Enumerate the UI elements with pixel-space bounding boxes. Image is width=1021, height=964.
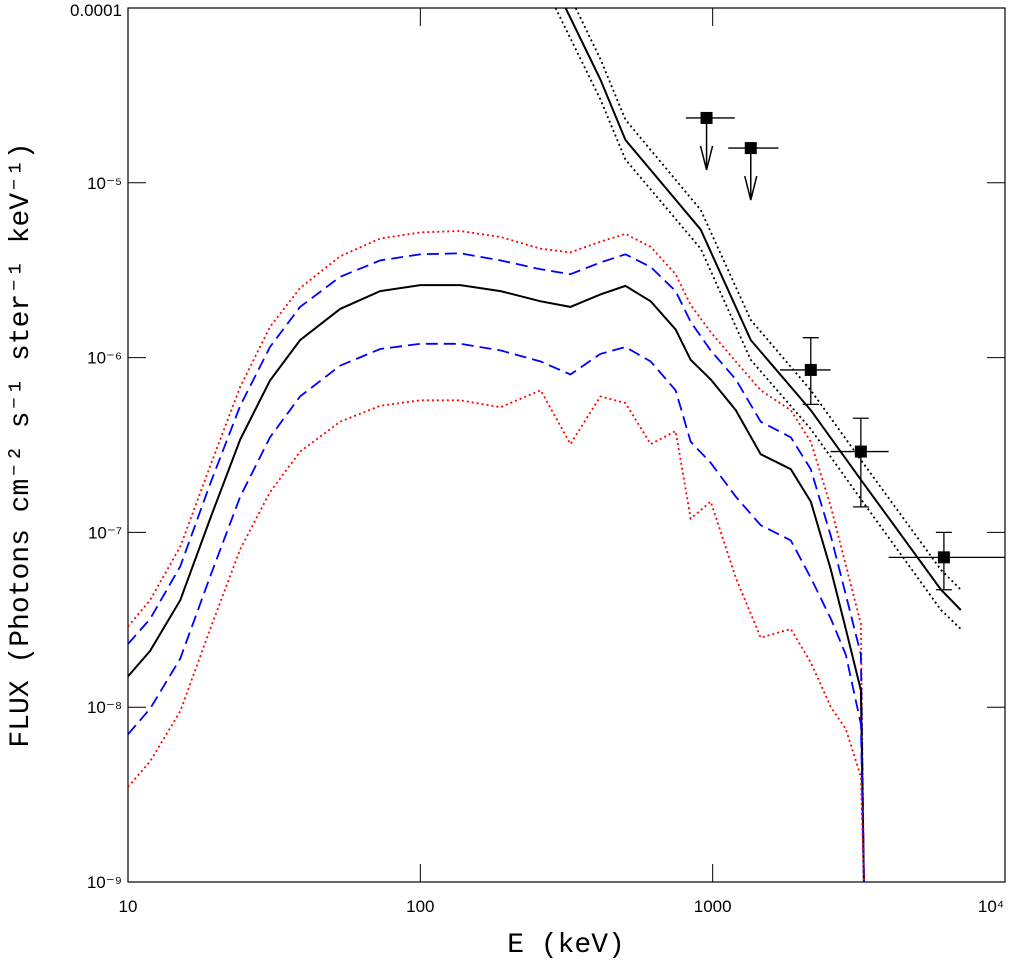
y-tick-label: 10⁻⁷: [88, 523, 122, 542]
data-point: [854, 445, 867, 458]
y-axis-label: FLUX (Photons cm⁻² s⁻¹ ster⁻¹ keV⁻¹): [6, 142, 37, 747]
upper-limit-arrow: [744, 148, 758, 201]
data-point: [744, 142, 757, 155]
model-curve: [554, 7, 962, 630]
plot-frame: [127, 7, 1006, 883]
y-tick-label: 10⁻⁹: [87, 873, 122, 892]
x-tick-label: 10: [119, 897, 138, 916]
model-curve: [127, 252, 865, 883]
upper-limit-arrow: [699, 117, 714, 171]
y-tick-label: 10⁻⁸: [87, 698, 122, 717]
model-curve: [574, 7, 962, 591]
x-tick-label: 10⁴: [978, 897, 1004, 916]
data-point: [937, 551, 950, 564]
model-curve: [127, 230, 865, 883]
y-tick-label: 0.0001: [70, 1, 122, 20]
model-curve: [127, 284, 865, 883]
y-tick-label: 10⁻⁵: [87, 174, 122, 193]
x-axis-label: E (keV): [507, 930, 625, 961]
x-tick-label: 100: [406, 897, 434, 916]
data-point: [700, 111, 713, 124]
model-curve: [127, 342, 865, 883]
model-curve: [127, 389, 865, 883]
model-curve: [564, 7, 962, 611]
data-point: [804, 363, 817, 376]
y-tick-label: 10⁻⁶: [87, 349, 122, 368]
x-tick-label: 1000: [694, 897, 732, 916]
